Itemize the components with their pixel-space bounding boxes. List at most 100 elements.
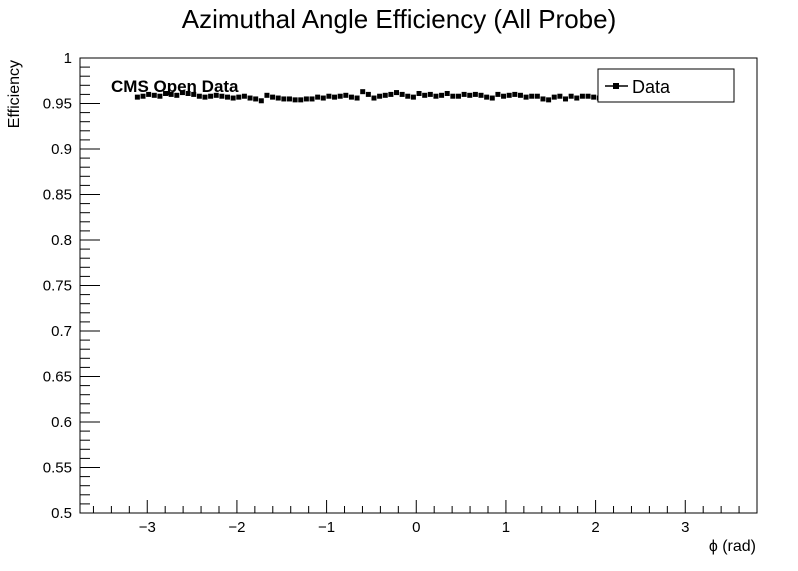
data-point [168,91,174,97]
y-tick-label: 0.55 [43,460,72,477]
data-point [388,91,394,97]
data-point [551,94,557,100]
x-tick-label: 0 [412,519,420,536]
data-point [348,94,354,100]
data-point [484,94,490,100]
data-point [399,91,405,97]
data-point [360,89,366,95]
y-tick-label: 0.5 [51,505,72,522]
data-point [382,92,388,98]
data-point [365,91,371,97]
data-point [179,90,185,96]
data-point [258,98,264,104]
data-point [157,93,163,99]
data-point [517,92,523,98]
y-axis-label: Efficiency [6,60,23,128]
y-tick-label: 1 [64,50,72,67]
data-point [230,95,236,101]
data-point [563,96,569,102]
data-point [467,92,473,98]
data-point [286,96,292,102]
data-point [337,93,343,99]
data-point [309,96,315,102]
data-point [326,93,332,99]
data-point [422,92,428,98]
y-tick-label: 0.65 [43,369,72,386]
data-point [275,95,281,101]
data-point [427,91,433,97]
data-point [546,97,552,103]
data-point [140,93,146,99]
data-point [292,97,298,103]
data-point [455,93,461,99]
x-tick-label: −3 [139,519,156,536]
data-point [281,96,287,102]
data-point [247,95,253,101]
data-point [444,90,450,96]
y-tick-label: 0.95 [43,96,72,113]
x-axis-label: ϕ (rad) [709,538,756,555]
data-point [495,91,501,97]
data-point [439,92,445,98]
data-point [568,93,574,99]
x-tick-label: −1 [318,519,335,536]
y-tick-label: 0.75 [43,278,72,295]
data-point [410,94,416,100]
y-tick-label: 0.9 [51,141,72,158]
y-tick-label: 0.7 [51,323,72,340]
data-point [343,92,349,98]
data-point [472,91,478,97]
data-point [219,93,225,99]
data-point [225,94,231,100]
legend-marker-square [613,83,619,89]
data-point [585,93,591,99]
data-point [332,94,338,100]
data-point [506,92,512,98]
data-point [185,90,191,96]
plot-area: 0.5 0.55 0.6 0.65 0.7 0.75 0.8 0.85 0.9 0.95 1 −3 −2… [43,50,758,536]
data-point [371,95,377,101]
data-point [574,95,580,101]
data-point [534,93,540,99]
x-tick-label: −2 [228,519,245,536]
legend-entry-data: Data [632,77,671,97]
legend: Data [597,68,735,103]
data-point [461,91,467,97]
data-point [416,90,422,96]
y-tick-label: 0.6 [51,414,72,431]
data-point [236,94,242,100]
data-point [298,97,304,103]
data-point [196,93,202,99]
data-point [315,94,321,100]
data-point [529,93,535,99]
cms-open-data-label: CMS Open Data [111,77,239,96]
y-tick-label: 0.8 [51,232,72,249]
x-tick-label: 3 [681,519,689,536]
data-point [591,94,597,100]
y-tick-label: 0.85 [43,187,72,204]
data-point [354,95,360,101]
data-point [405,93,411,99]
x-tick-label: 2 [591,519,599,536]
chart-title: Azimuthal Angle Efficiency (All Probe) [182,4,617,34]
data-point [320,95,326,101]
data-point [489,95,495,101]
data-point [377,93,383,99]
data-point [191,91,197,97]
data-point [202,94,208,100]
data-point [163,90,169,96]
data-point [557,93,563,99]
data-point [146,91,152,97]
data-point [253,96,259,102]
data-point [523,94,529,100]
plot-frame [79,57,758,514]
data-point [579,93,585,99]
data-point [213,92,219,98]
data-point [394,90,400,96]
data-point [208,93,214,99]
data-point [151,92,157,98]
data-point [303,96,309,102]
data-point [134,94,140,100]
data-point [264,92,270,98]
